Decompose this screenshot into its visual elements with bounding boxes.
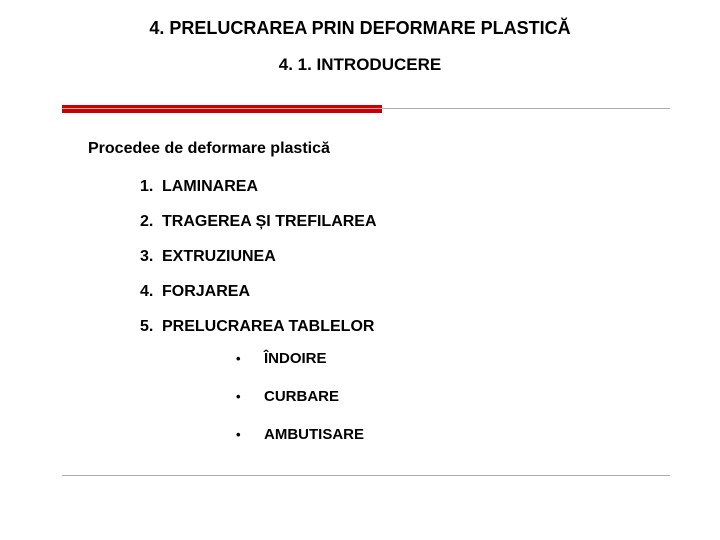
page-title: 4. PRELUCRAREA PRIN DEFORMARE PLASTICĂ [0, 18, 720, 39]
list-text: EXTRUZIUNEA [162, 248, 276, 265]
list-text: PRELUCRAREA TABLELOR [162, 318, 374, 335]
bullet-icon: • [236, 427, 264, 442]
list-item: 2.TRAGEREA ȘI TREFILAREA [140, 213, 377, 231]
bullet-icon: • [236, 351, 264, 366]
main-list: 1.LAMINAREA 2.TRAGEREA ȘI TREFILAREA 3.E… [140, 178, 377, 353]
list-text: FORJAREA [162, 283, 250, 300]
list-number: 3. [140, 248, 162, 266]
divider-bottom [62, 475, 670, 476]
sub-list-item: •AMBUTISARE [236, 426, 364, 443]
list-number: 1. [140, 178, 162, 196]
list-item: 5.PRELUCRAREA TABLELOR [140, 318, 377, 336]
sub-list-item: •ÎNDOIRE [236, 350, 364, 367]
page-subtitle: 4. 1. INTRODUCERE [0, 55, 720, 75]
list-item: 1.LAMINAREA [140, 178, 377, 196]
sub-list: •ÎNDOIRE •CURBARE •AMBUTISARE [236, 350, 364, 464]
sub-list-text: CURBARE [264, 388, 339, 405]
sub-list-item: •CURBARE [236, 388, 364, 405]
list-item: 4.FORJAREA [140, 283, 377, 301]
list-text: TRAGEREA ȘI TREFILAREA [162, 213, 377, 230]
list-text: LAMINAREA [162, 178, 258, 195]
section-heading: Procedee de deformare plastică [88, 140, 330, 158]
sub-list-text: AMBUTISARE [264, 426, 364, 443]
divider-top [62, 108, 670, 109]
accent-bar [62, 105, 382, 113]
list-item: 3.EXTRUZIUNEA [140, 248, 377, 266]
list-number: 5. [140, 318, 162, 336]
sub-list-text: ÎNDOIRE [264, 350, 327, 367]
bullet-icon: • [236, 389, 264, 404]
list-number: 4. [140, 283, 162, 301]
list-number: 2. [140, 213, 162, 231]
